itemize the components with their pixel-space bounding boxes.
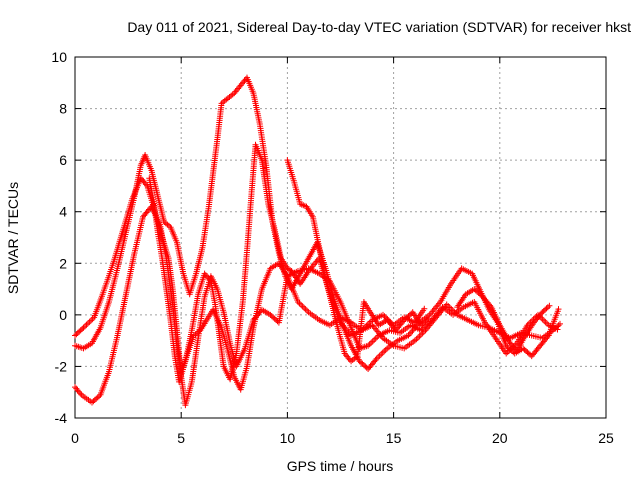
data-point [401,317,408,323]
data-point [302,306,309,313]
data-point [379,349,386,356]
data-point [546,302,553,309]
data-point [94,394,101,401]
y-tick-label: 4 [59,204,67,220]
data-point [301,304,308,311]
data-point [304,307,311,314]
y-tick-label: 0 [59,307,67,323]
data-point [421,305,428,312]
data-point [417,331,424,338]
data-point [88,317,95,324]
data-point [557,320,563,327]
data-point [83,321,90,328]
series-track-1 [72,175,561,409]
data-point [419,320,426,327]
plot-frame [74,56,607,419]
x-tick-label: 5 [177,430,185,446]
data-point [82,323,88,330]
x-tick-label: 20 [492,430,508,446]
data-point [381,348,388,355]
chart-title: Day 011 of 2021, Sidereal Day-to-day VTE… [127,19,631,35]
data-point [542,319,549,326]
data-point [555,322,562,329]
data-point [72,332,78,339]
data-point [539,309,546,316]
data-point [543,305,550,312]
x-tick-label: 25 [598,430,614,446]
data-point [419,330,426,337]
data-point [541,317,548,324]
data-point [423,317,430,323]
series-track-5 [284,157,432,365]
y-tick-label: -4 [55,410,68,426]
data-point [372,335,379,342]
data-point [382,346,389,353]
data-point [520,345,527,352]
data-point [362,363,369,370]
y-axis-label: SDTVAR / TECUs [5,182,21,294]
y-tick-label: 10 [51,49,67,65]
data-point [299,303,306,310]
series-layer [72,74,563,409]
data-point [422,318,429,325]
grid [75,57,606,418]
data-point [477,291,483,298]
data-point [475,289,482,296]
data-point [360,362,367,369]
data-point [525,350,532,357]
data-point [375,354,382,361]
data-point [371,336,378,343]
x-tick-label: 15 [386,430,402,446]
data-point [478,292,485,299]
data-point [503,342,510,349]
data-point [416,333,423,340]
y-tick-label: 6 [59,152,67,168]
x-tick-label: 0 [71,430,79,446]
data-point [504,344,511,351]
y-tick-label: 8 [59,101,67,117]
y-tick-label: 2 [59,255,67,271]
x-axis-label: GPS time / hours [287,458,394,474]
data-point [418,322,425,329]
data-point [542,306,549,313]
axis-ticks: 0 5 10 15 20 25 -4 -2 0 2 4 6 8 10 [51,49,614,446]
series-track-6 [454,286,553,354]
data-point [524,349,531,356]
data-point [89,399,95,406]
data-point [74,329,81,336]
x-tick-label: 10 [280,430,296,446]
data-point [96,393,103,400]
data-point [73,331,80,338]
data-point [425,315,432,322]
y-tick-label: -2 [55,358,68,374]
data-point [414,334,421,341]
data-point [268,313,275,320]
data-point [79,326,86,332]
data-point [555,306,562,313]
data-point [540,308,547,314]
data-point [406,311,413,318]
data-point [381,313,388,320]
data-point [506,345,512,352]
